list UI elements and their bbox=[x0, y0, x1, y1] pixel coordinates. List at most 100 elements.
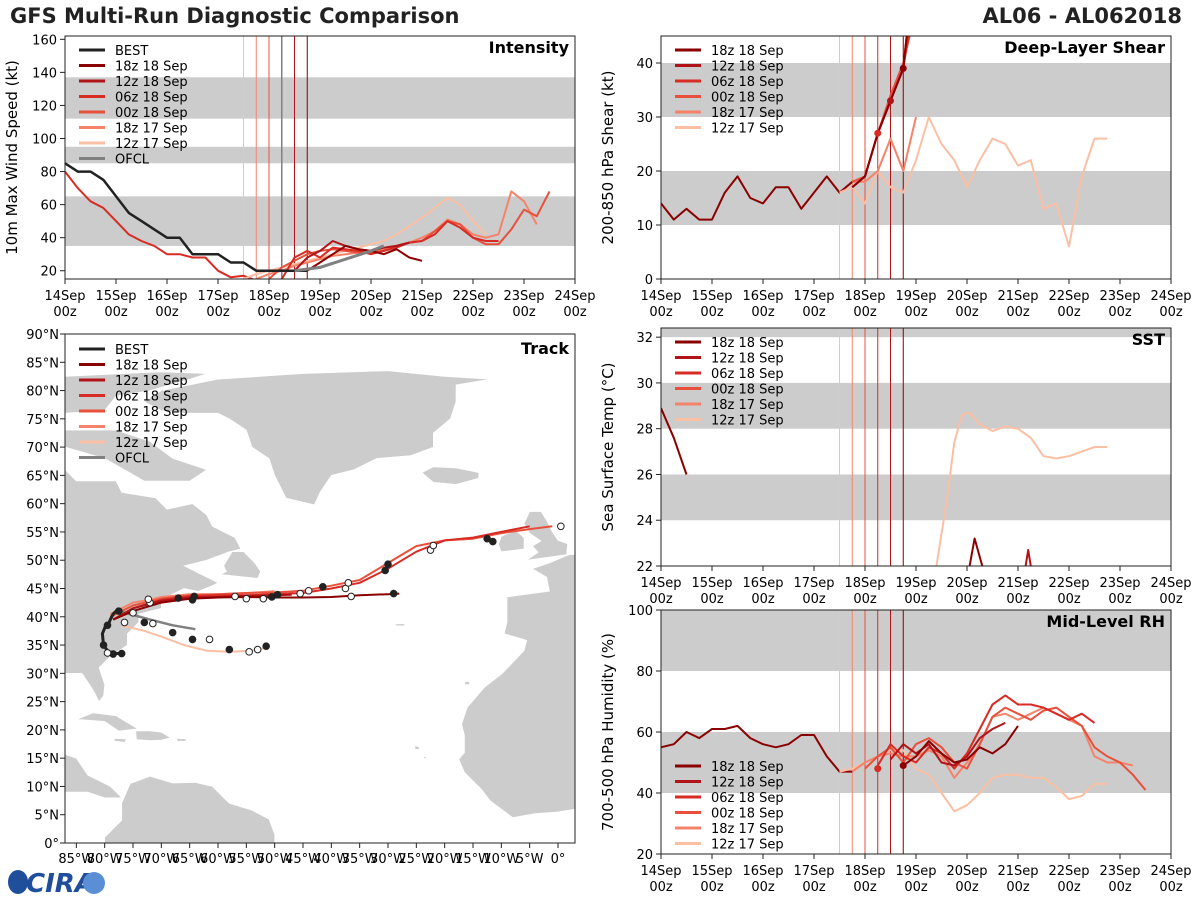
y-tick-label: 70°N bbox=[26, 441, 59, 456]
x-tick-label: 19Sep bbox=[299, 289, 340, 304]
x-tick-label: 15Sep bbox=[691, 289, 732, 304]
azores-landmass bbox=[394, 623, 406, 627]
track-point bbox=[296, 589, 304, 598]
init-point bbox=[899, 64, 907, 72]
track-point bbox=[168, 628, 177, 637]
best-track-line bbox=[65, 162, 308, 272]
x-tick-label: 15Sep bbox=[691, 576, 732, 591]
x-tick-label: 14Sep bbox=[44, 289, 85, 304]
x-tick-label: 00z bbox=[1006, 305, 1030, 320]
canary-islands-landmass bbox=[464, 680, 471, 685]
cape-verde-landmass bbox=[422, 756, 427, 760]
track-point bbox=[103, 621, 112, 630]
track-point bbox=[304, 586, 313, 595]
legend-label: 18z 18 Sep bbox=[711, 760, 784, 775]
x-tick-label: 18Sep bbox=[844, 289, 885, 304]
legend-label: 12z 18 Sep bbox=[115, 374, 188, 389]
legend-label: 18z 17 Sep bbox=[115, 122, 188, 137]
y-tick-label: 22 bbox=[636, 560, 653, 575]
x-tick-label: 00z bbox=[955, 592, 979, 607]
track-point bbox=[245, 648, 253, 656]
early-analysis-line bbox=[661, 175, 853, 221]
x-tick-label: 23Sep bbox=[1099, 576, 1140, 591]
legend-label: 12z 18 Sep bbox=[115, 75, 188, 90]
legend-label: 06z 18 Sep bbox=[115, 390, 188, 405]
x-tick-label: 00z bbox=[904, 592, 928, 607]
init-point bbox=[887, 97, 894, 105]
y-tick-label: 50°N bbox=[26, 554, 59, 569]
x-tick-label: 24Sep bbox=[1150, 289, 1191, 304]
track-point bbox=[120, 618, 129, 627]
x-tick-label: 18Sep bbox=[248, 289, 289, 304]
cira-logo: CIRA bbox=[8, 869, 105, 898]
series-line-4 bbox=[852, 116, 917, 183]
series-line-2 bbox=[280, 220, 499, 279]
ofcl-line bbox=[294, 244, 385, 273]
x-tick-label: 00z bbox=[700, 305, 724, 320]
x-tick-label: 00z bbox=[700, 592, 724, 607]
legend-label: 00z 18 Sep bbox=[711, 807, 784, 822]
y-tick-label: 0 bbox=[645, 273, 653, 288]
legend-label: 06z 18 Sep bbox=[711, 75, 784, 90]
x-tick-label: 16Sep bbox=[742, 289, 783, 304]
y-tick-label: 32 bbox=[636, 331, 653, 346]
y-tick-label: 45°N bbox=[26, 583, 59, 598]
x-tick-label: 5°W bbox=[516, 852, 544, 867]
x-tick-label: 50°W bbox=[257, 852, 293, 867]
x-tick-label: 00z bbox=[955, 305, 979, 320]
x-tick-label: 00z bbox=[649, 592, 673, 607]
x-tick-label: 24Sep bbox=[1150, 864, 1191, 879]
early-analysis-line bbox=[661, 724, 853, 773]
x-tick-label: 00z bbox=[700, 880, 724, 895]
track-point bbox=[174, 594, 183, 602]
series-line-1 bbox=[889, 721, 1006, 767]
shaded-band bbox=[661, 63, 1171, 117]
legend-label: 06z 18 Sep bbox=[115, 91, 188, 106]
legend-label: 12z 18 Sep bbox=[711, 352, 784, 367]
x-tick-label: 17Sep bbox=[197, 289, 238, 304]
legend-label: 00z 18 Sep bbox=[115, 106, 188, 121]
x-tick-label: 15Sep bbox=[691, 864, 732, 879]
x-tick-label: 23Sep bbox=[1099, 289, 1140, 304]
x-tick-label: 25°W bbox=[398, 852, 434, 867]
iceland-landmass bbox=[421, 466, 479, 485]
plot-area-shear bbox=[661, 36, 1171, 279]
y-tick-label: 120 bbox=[32, 99, 57, 114]
track-point bbox=[117, 649, 126, 658]
panel-title: SST bbox=[1132, 330, 1165, 349]
track-point bbox=[140, 618, 149, 627]
x-tick-label: 0° bbox=[551, 852, 566, 867]
x-tick-label: 00z bbox=[802, 592, 826, 607]
shaded-band bbox=[661, 474, 1171, 521]
shaded-band bbox=[661, 171, 1171, 225]
shaded-band bbox=[65, 146, 575, 164]
track-point bbox=[242, 594, 251, 603]
x-tick-label: 22Sep bbox=[452, 289, 493, 304]
shaded-band bbox=[661, 328, 1171, 338]
legend-label: 18z 18 Sep bbox=[115, 60, 188, 75]
series-line-5 bbox=[935, 411, 1108, 566]
x-tick-label: 00z bbox=[649, 880, 673, 895]
x-tick-label: 21Sep bbox=[997, 864, 1038, 879]
x-tick-label: 19Sep bbox=[895, 289, 936, 304]
shaded-band bbox=[65, 196, 575, 246]
y-tick-label: 25°N bbox=[26, 696, 59, 711]
x-tick-label: 15°W bbox=[455, 852, 491, 867]
x-tick-label: 14Sep bbox=[640, 576, 681, 591]
x-tick-label: 00z bbox=[1159, 592, 1183, 607]
x-tick-label: 00z bbox=[53, 305, 77, 320]
series-line-5 bbox=[839, 116, 1108, 248]
legend-label: 18z 17 Sep bbox=[711, 106, 784, 121]
shaded-band bbox=[65, 77, 575, 119]
legend-label: 12z 17 Sep bbox=[711, 838, 784, 853]
x-tick-label: 00z bbox=[308, 305, 332, 320]
x-tick-label: 24Sep bbox=[554, 289, 595, 304]
track-point bbox=[144, 595, 153, 604]
series-line-0 bbox=[306, 244, 423, 272]
x-tick-label: 00z bbox=[1108, 880, 1132, 895]
track-point bbox=[429, 541, 438, 550]
x-tick-label: 00z bbox=[904, 880, 928, 895]
x-tick-label: 23Sep bbox=[503, 289, 544, 304]
x-tick-label: 21Sep bbox=[401, 289, 442, 304]
